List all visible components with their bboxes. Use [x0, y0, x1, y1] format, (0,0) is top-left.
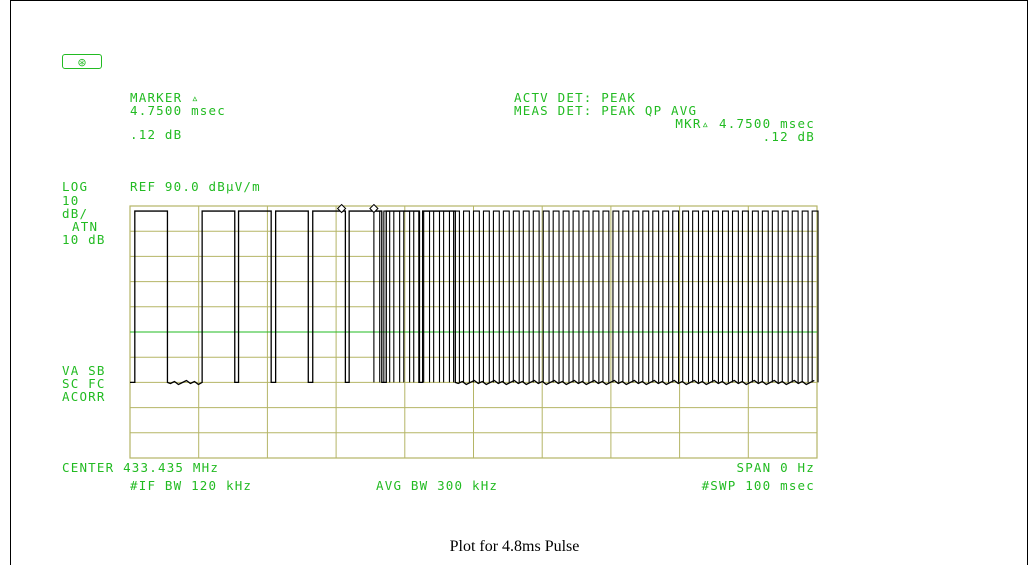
trace-line [130, 211, 814, 384]
trace-dense [374, 211, 818, 382]
figure-caption: Plot for 4.8ms Pulse [0, 538, 1029, 556]
trace-series [130, 211, 818, 384]
